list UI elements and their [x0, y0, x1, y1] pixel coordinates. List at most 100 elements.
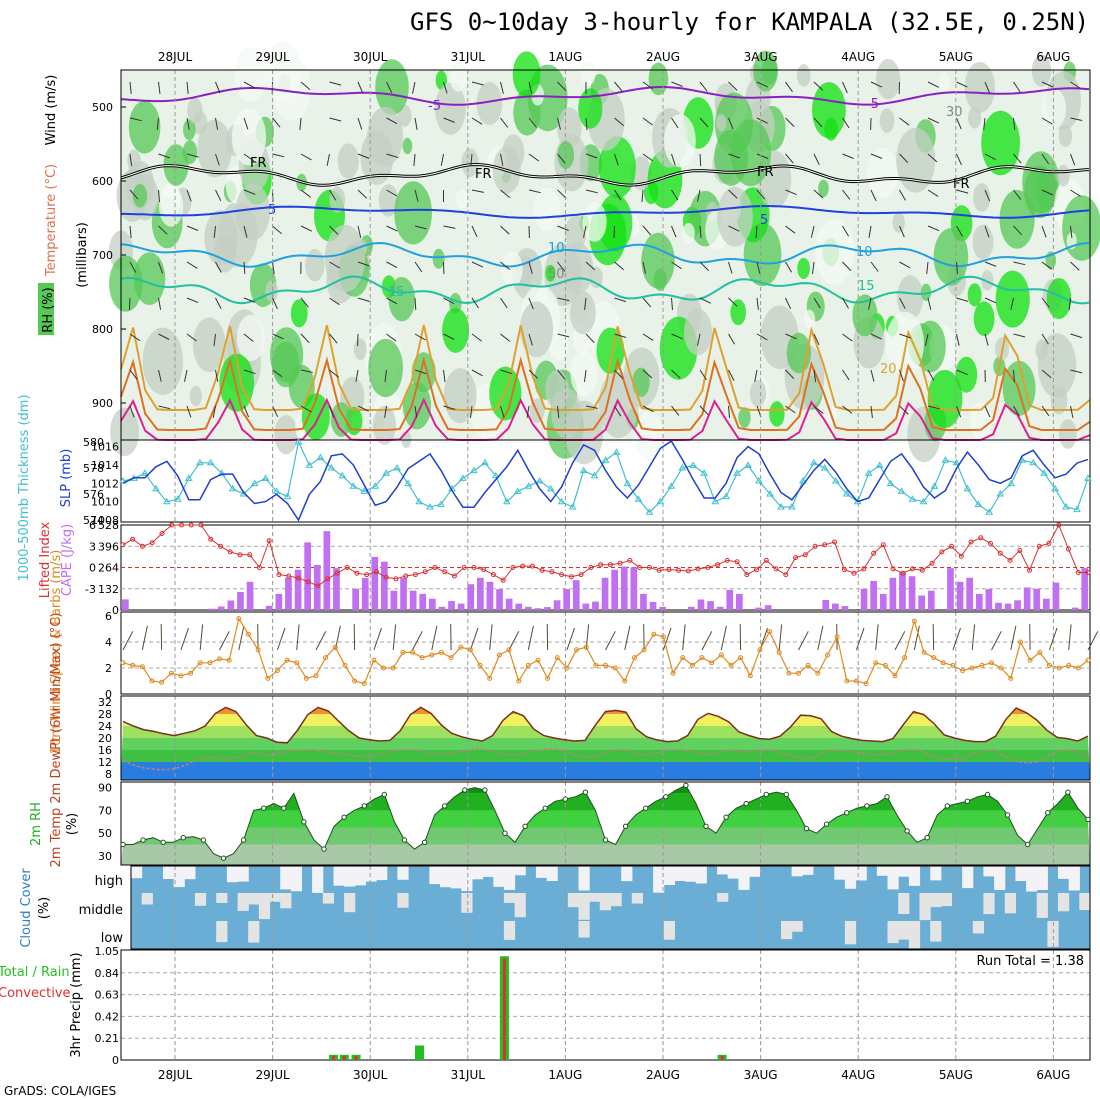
wind-barb	[956, 297, 969, 302]
li-point	[1046, 540, 1052, 546]
cape-bar	[361, 578, 369, 610]
slp-tick-label: 1012	[91, 477, 119, 490]
wind-barb	[470, 153, 473, 167]
cape-bar	[889, 577, 897, 610]
wind-tick-label: 6	[105, 610, 112, 623]
wind-barb	[471, 261, 484, 268]
wind-barb	[1041, 333, 1049, 345]
rh-point	[1045, 810, 1051, 816]
wind-barb	[526, 405, 530, 418]
thickness-slp-frame	[120, 439, 1091, 523]
rh-region	[330, 402, 352, 437]
rh-region	[109, 255, 143, 312]
cloud-clear-cell	[269, 893, 281, 902]
rh-region	[641, 232, 675, 289]
cape-bar	[553, 600, 561, 610]
wind-barb	[728, 297, 738, 307]
wind-barb	[357, 225, 362, 238]
rh-region	[973, 301, 995, 336]
wind-barb	[1041, 189, 1054, 196]
wind-barb	[296, 624, 300, 651]
wind-barb	[1070, 117, 1083, 121]
wind-barb	[1070, 369, 1083, 374]
li-point	[1085, 570, 1091, 575]
cloud-clear-cell	[194, 893, 207, 906]
thickness-point	[799, 477, 807, 484]
thickness-point	[864, 469, 873, 476]
thickness-point	[349, 482, 358, 489]
wind-tick-label: 0	[105, 688, 112, 701]
cape-bar	[265, 605, 273, 610]
li-point	[412, 572, 418, 578]
wind-speed-point	[834, 634, 840, 640]
wind-barb	[756, 117, 768, 124]
wind-barb	[357, 153, 370, 159]
cloud-clear-cell	[663, 921, 675, 940]
wind-barb	[756, 261, 761, 274]
rh-point	[321, 846, 327, 852]
wind-speed-point	[1075, 665, 1081, 671]
rh-tick-label: 30	[98, 850, 112, 863]
wind-barb	[272, 261, 275, 274]
rh-region	[116, 169, 148, 222]
wind-barb	[1041, 405, 1050, 417]
rh-point	[944, 803, 950, 809]
cloud-clear-cell	[514, 866, 526, 876]
wind-barb	[186, 333, 197, 342]
wind-speed-point	[188, 670, 194, 676]
wind-barb	[952, 627, 961, 651]
cape-bar	[1033, 588, 1041, 611]
rh-region	[876, 58, 901, 100]
wind-speed-point	[323, 655, 329, 661]
li-axis-label: Lifted Index	[38, 521, 53, 598]
thickness-point	[1051, 484, 1059, 492]
rh-region	[1058, 419, 1077, 449]
wind-barb	[926, 261, 929, 274]
cloud-clear-cell	[695, 866, 707, 884]
wind-barb	[1068, 297, 1071, 310]
wind-barb	[971, 624, 976, 651]
thickness-point	[645, 508, 654, 515]
li-point	[539, 567, 545, 573]
wind-barb	[785, 261, 793, 273]
precip-convective-bar	[720, 1055, 724, 1060]
wind-barb	[243, 369, 256, 375]
wind-barb	[392, 624, 397, 651]
cloud-clear-cell	[216, 893, 228, 903]
wind-speed-point	[689, 662, 695, 668]
rh-region	[896, 127, 936, 193]
contour-label: 5	[760, 213, 768, 228]
wind-speed-point	[603, 662, 608, 668]
wind-barb	[471, 369, 483, 377]
thickness-point	[1040, 469, 1048, 476]
rh-legend-swatch	[38, 283, 54, 335]
cape-bar	[409, 590, 417, 610]
wind-barb	[728, 117, 734, 130]
rh-point	[803, 825, 810, 832]
cloud-clear-cell	[898, 893, 910, 914]
wind-barb	[585, 333, 595, 344]
rh-point	[421, 839, 428, 845]
li-point	[637, 565, 643, 570]
wind-speed-point	[120, 660, 126, 666]
thickness-point	[667, 482, 676, 489]
cloud-clear-cell	[354, 866, 366, 886]
wind-barb	[300, 405, 312, 413]
li-point	[422, 569, 428, 575]
precip-tick-label: 1.05	[95, 945, 120, 958]
wind-barb	[557, 225, 569, 231]
temp-tick-label: 32	[98, 696, 112, 709]
rh-region	[265, 280, 278, 302]
wind-barb	[1013, 261, 1026, 266]
wind-barb	[300, 333, 310, 344]
rh-region	[582, 201, 607, 242]
cloud-clear-cell	[226, 866, 239, 883]
thickness-point	[689, 461, 698, 468]
wind-barb	[956, 405, 962, 418]
wind-barb	[184, 369, 188, 382]
date-label-bottom: 28JUL	[158, 1068, 193, 1082]
cloud-clear-cell	[322, 893, 334, 904]
wind-barb	[699, 261, 709, 271]
li-point	[208, 536, 214, 542]
cape-bar	[486, 581, 494, 610]
